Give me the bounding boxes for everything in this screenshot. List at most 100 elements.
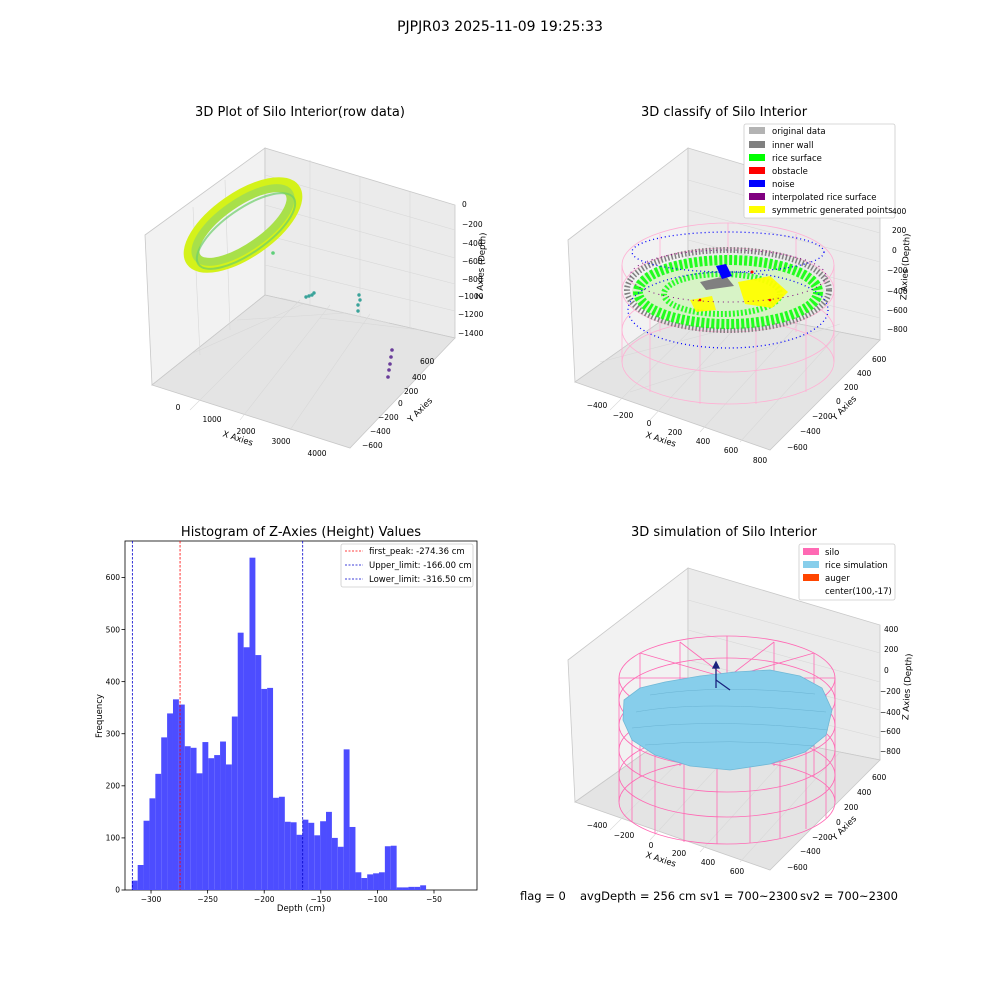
raw-x-tick: 1000 [202, 415, 221, 424]
simulation-z-tick: −200 [880, 687, 901, 696]
histogram-y-tick-label: 600 [106, 573, 121, 582]
histogram-bars [131, 557, 427, 890]
simulation-legend-entry: silo [803, 548, 839, 558]
legend-swatch [803, 574, 819, 581]
simulation-legend-entry: center(100,-17) [825, 587, 892, 597]
histogram-legend-entry: Upper_limit: -166.00 cm [345, 561, 472, 571]
simulation-z-ticks: 400 200 0 −200 −400 −600 −800 [880, 625, 901, 756]
classify-y-ticks: 600 400 200 0 −200 −400 −600 [787, 355, 887, 452]
classify-x-tick: 800 [753, 456, 768, 465]
classify-obstacle-points [698, 270, 772, 302]
histogram-bar [408, 886, 415, 890]
simulation-legend-entry: auger [803, 574, 850, 584]
histogram-bar [243, 647, 250, 890]
simulation-3d-box [567, 567, 881, 871]
raw-z-tick: 0 [462, 200, 467, 209]
histogram-bar [161, 737, 168, 890]
simulation-x-tick: 0 [649, 841, 654, 850]
histogram-bar [208, 758, 215, 890]
histogram-bar [390, 845, 397, 890]
histogram-y-tick-label: 100 [106, 834, 121, 843]
classify-x-tick: −200 [613, 411, 634, 420]
classify-panel: 3D classify of Silo Interior [567, 105, 913, 465]
raw-3d-box [144, 147, 456, 449]
classify-legend-entry: symmetric generated points [749, 206, 893, 216]
histogram-bar [308, 822, 315, 890]
legend-label: auger [825, 574, 850, 584]
simulation-z-tick: −800 [880, 747, 901, 756]
legend-swatch [749, 206, 765, 213]
legend-swatch [749, 193, 765, 200]
simulation-legend: silo rice simulation auger center(100,-1… [798, 543, 896, 601]
histogram-x-label: Depth (cm) [277, 904, 325, 914]
raw-x-tick: 2000 [236, 427, 255, 436]
legend-label: rice surface [772, 154, 822, 164]
histogram-bar [314, 835, 321, 890]
classify-y-tick: 600 [872, 355, 887, 364]
legend-label: inner wall [772, 141, 813, 151]
histogram-bar [225, 764, 232, 890]
legend-label: symmetric generated points [772, 206, 893, 216]
raw-ring-shadow [195, 192, 297, 270]
histogram-bar [267, 687, 274, 890]
raw-y-tick: 400 [412, 373, 427, 382]
classify-panel-title: 3D classify of Silo Interior [641, 105, 808, 120]
legend-label: rice simulation [825, 561, 888, 571]
histogram-bar [373, 873, 379, 890]
classify-x-tick: 0 [647, 419, 652, 428]
raw-x-tick: 0 [176, 403, 181, 412]
classify-interpolated-ring [629, 249, 827, 303]
histogram-bar [231, 716, 238, 890]
histogram-bar [249, 557, 256, 890]
legend-label: noise [772, 180, 795, 190]
histogram-x-tick-label: −250 [197, 895, 218, 904]
classify-legend-entry: obstacle [749, 167, 808, 177]
sv1-text: sv1 = 700~2300 [700, 889, 798, 903]
histogram-bar [137, 865, 144, 890]
simulation-y-tick: −600 [787, 863, 808, 872]
classify-3d-box [567, 147, 881, 451]
raw-y-tick: 0 [398, 399, 403, 408]
simulation-x-ticks: −400 −200 0 200 400 600 [587, 821, 745, 876]
simulation-y-tick: 600 [872, 773, 887, 782]
histogram-bar [184, 746, 191, 890]
classify-legend-entry: inner wall [749, 141, 813, 151]
classify-legend-entry: original data [749, 127, 826, 137]
raw-x-tick: 4000 [307, 449, 326, 458]
simulation-x-tick: 200 [672, 849, 687, 858]
classify-z-ticks: 400 200 0 −200 −400 −600 −800 [887, 207, 908, 334]
raw-scatter-cluster [304, 291, 362, 313]
legend-swatch [749, 141, 765, 148]
classify-z-tick: −200 [887, 266, 908, 275]
classify-x-tick: 400 [696, 437, 711, 446]
legend-label: silo [825, 548, 839, 558]
histogram-bar [355, 872, 362, 890]
raw-z-tick: −1400 [458, 329, 484, 338]
histogram-bar [414, 886, 421, 890]
histogram-bar [237, 632, 244, 890]
raw-z-tick: −800 [462, 275, 483, 284]
histogram-bar [296, 834, 303, 890]
histogram-bar [337, 846, 344, 890]
histogram-x-ticks: −300 −250 −200 −150 −100 −50 [141, 890, 442, 904]
raw-y-tick: −200 [378, 413, 399, 422]
simulation-auger [711, 660, 731, 691]
histogram-bar [261, 688, 268, 890]
flag-text: flag = 0 [520, 889, 566, 903]
histogram-legend-entry: first_peak: -274.36 cm [345, 547, 465, 557]
raw-z-tick: −600 [462, 257, 483, 266]
classify-rice-ring [633, 255, 823, 329]
histogram-legend-frame [340, 543, 474, 588]
histogram-y-tick-label: 0 [115, 886, 120, 895]
histogram-bar [331, 837, 338, 890]
raw-z-tick: −1200 [458, 310, 484, 319]
classify-legend-entry: interpolated rice surface [749, 193, 877, 203]
simulation-x-tick: 600 [730, 867, 745, 876]
simulation-y-label: Y Axies [829, 814, 859, 844]
simulation-z-tick: −600 [880, 727, 901, 736]
legend-swatch [749, 154, 765, 161]
histogram-y-tick-label: 400 [106, 677, 121, 686]
classify-z-tick: 0 [892, 246, 897, 255]
classify-x-ticks: −400 −200 0 200 400 600 800 [587, 401, 768, 465]
histogram-bar [131, 880, 138, 890]
